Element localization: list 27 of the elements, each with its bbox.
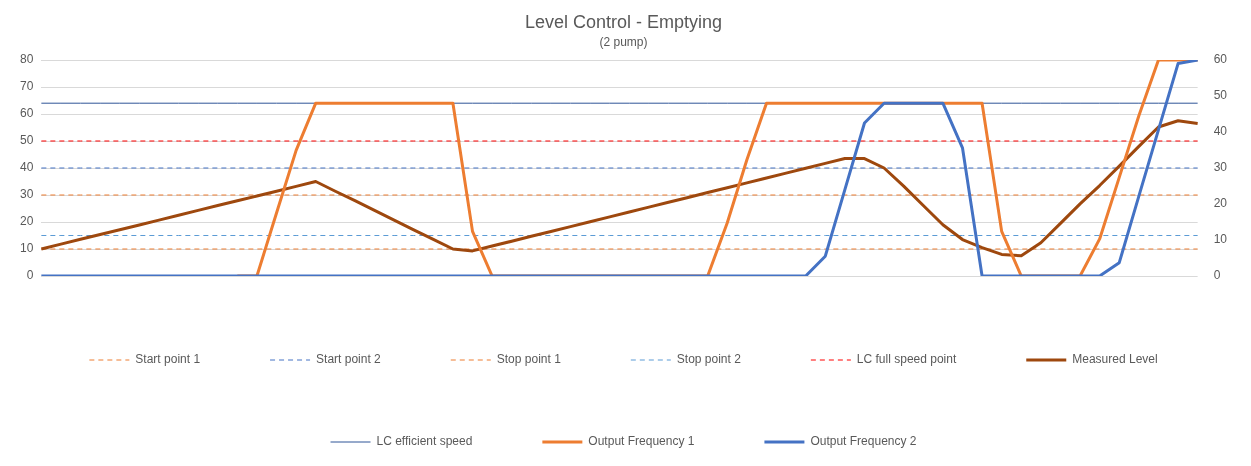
legend-label: Stop point 1: [496, 352, 562, 367]
y-tick-label: 80: [19, 52, 34, 67]
y-tick-label: 0: [26, 268, 34, 283]
legend-label: Measured Level: [1072, 352, 1158, 367]
legend-label: Start point 1: [135, 352, 201, 367]
legend-label: Stop point 2: [676, 352, 742, 367]
y2-tick-label: 40: [1213, 124, 1228, 139]
y-tick-label: 10: [19, 241, 34, 256]
y2-tick-label: 30: [1213, 160, 1228, 175]
y-tick-label: 50: [19, 133, 34, 148]
legend-label: LC full speed point: [856, 352, 957, 367]
y2-tick-label: 50: [1213, 88, 1228, 103]
y-tick-label: 20: [19, 214, 34, 229]
legend-label: LC efficient speed: [376, 434, 473, 449]
y2-tick-label: 20: [1213, 196, 1228, 211]
y2-tick-label: 0: [1213, 268, 1221, 283]
chart-title: Level Control - Emptying: [524, 11, 723, 32]
legend-label: Start point 2: [316, 352, 382, 367]
y-tick-label: 30: [19, 187, 34, 202]
y-tick-label: 40: [19, 160, 34, 175]
legend-label: Output Frequency 2: [810, 434, 917, 449]
y-tick-label: 70: [19, 79, 34, 94]
y-tick-label: 60: [19, 106, 34, 121]
y2-tick-label: 60: [1213, 52, 1228, 67]
y2-tick-label: 10: [1213, 232, 1228, 247]
chart-subtitle: (2 pump): [599, 35, 648, 50]
legend-label: Output Frequency 1: [588, 434, 695, 449]
